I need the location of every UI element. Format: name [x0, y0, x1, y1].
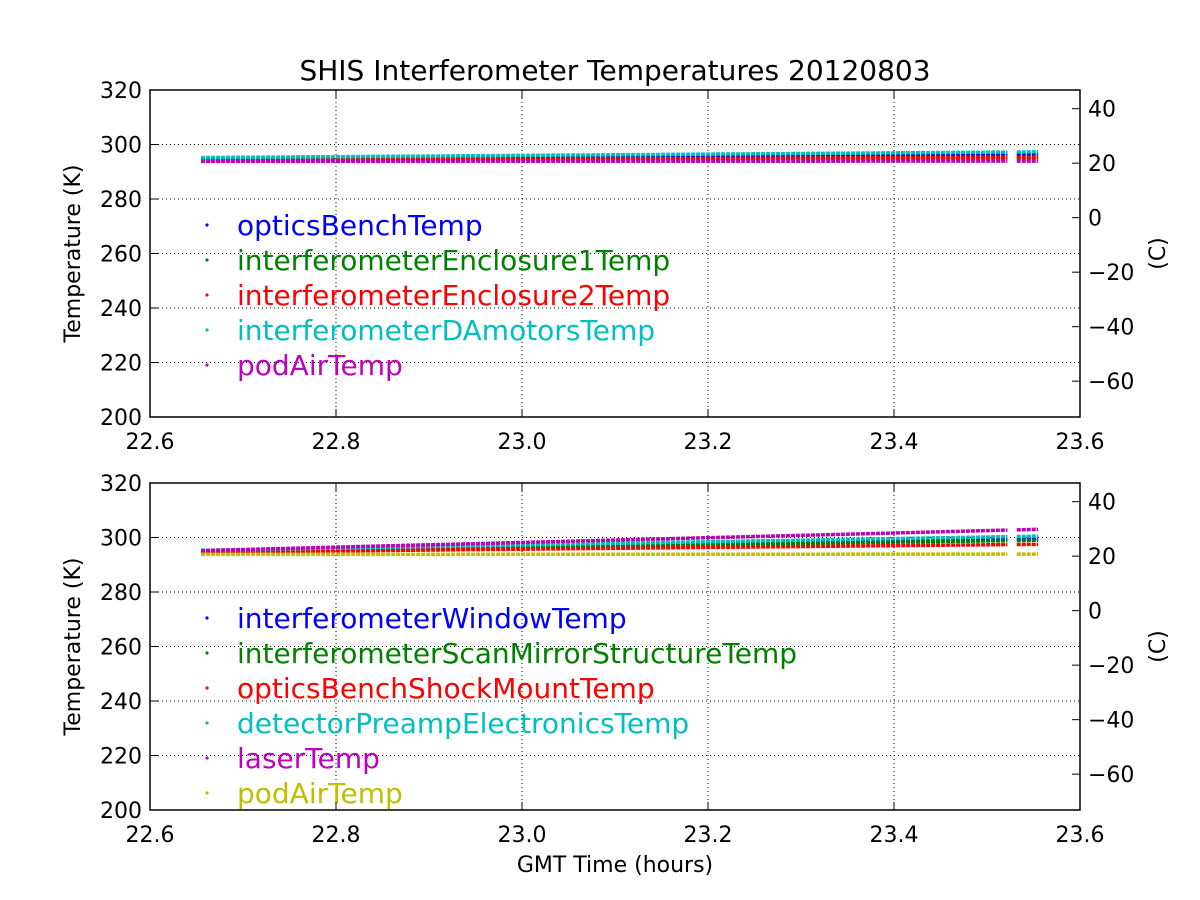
legend-label: interferometerEnclosure1Temp	[237, 244, 670, 277]
x-tick-label: 22.8	[312, 823, 361, 848]
y-tick-label: 280	[100, 581, 142, 606]
legend-label: interferometerEnclosure2Temp	[237, 279, 670, 312]
y2-tick-label: 20	[1088, 545, 1116, 570]
legend-label: interferometerWindowTemp	[237, 602, 627, 635]
data-series-interferometerScanMirrorStructureTemp	[201, 538, 1008, 554]
legend-marker	[205, 223, 209, 227]
data-series-interferometerEnclosure2Temp	[201, 155, 1008, 163]
y-tick-label: 220	[100, 352, 142, 377]
legend-label: podAirTemp	[237, 349, 403, 382]
y-tick-label: 240	[100, 297, 142, 322]
y-tick-label: 320	[100, 472, 142, 497]
data-series-laserTemp	[1016, 527, 1039, 532]
legend-marker	[205, 363, 209, 367]
data-series-laserTemp	[201, 528, 1008, 553]
y2-tick-label: −40	[1088, 316, 1134, 341]
legend-label: opticsBenchShockMountTemp	[237, 672, 655, 705]
y2-tick-label: −60	[1088, 763, 1134, 788]
x-tick-label: 22.6	[126, 430, 175, 455]
y2-tick-label: 0	[1088, 600, 1102, 625]
chart-title: SHIS Interferometer Temperatures 2012080…	[299, 54, 930, 87]
y-tick-label: 260	[100, 243, 142, 268]
x-tick-label: 23.6	[1056, 823, 1105, 848]
data-series-detectorPreampElectronicsTemp	[201, 534, 1008, 553]
x-tick-label: 23.0	[498, 430, 547, 455]
legend-label: podAirTemp	[237, 777, 403, 810]
legend-marker	[205, 258, 209, 262]
legend-label: opticsBenchTemp	[237, 209, 483, 242]
y-tick-label: 200	[100, 799, 142, 824]
legend-marker	[205, 293, 209, 297]
legend-label: detectorPreampElectronicsTemp	[237, 707, 689, 740]
y-tick-label: 300	[100, 527, 142, 552]
y2-tick-label: −40	[1088, 709, 1134, 734]
legend-label: interferometerDAmotorsTemp	[237, 314, 655, 347]
legend: opticsBenchTempinterferometerEnclosure1T…	[205, 209, 670, 382]
y-tick-label: 260	[100, 636, 142, 661]
x-tick-label: 23.4	[870, 823, 919, 848]
x-tick-label: 23.0	[498, 823, 547, 848]
x-tick-label: 23.6	[1056, 430, 1105, 455]
legend-marker	[205, 791, 209, 795]
legend-marker	[205, 686, 209, 690]
legend-marker	[205, 756, 209, 760]
y2-axis-label: (C)	[1146, 630, 1171, 663]
legend-label: interferometerScanMirrorStructureTemp	[237, 637, 797, 670]
y2-tick-label: −60	[1088, 370, 1134, 395]
x-tick-label: 22.8	[312, 430, 361, 455]
y-axis-label: Temperature (K)	[61, 558, 86, 737]
y-tick-label: 200	[100, 406, 142, 431]
subplot-1: opticsBenchTempinterferometerEnclosure1T…	[61, 79, 1171, 455]
y2-tick-label: 40	[1088, 491, 1116, 516]
y-tick-label: 320	[100, 79, 142, 104]
subplot-2: interferometerWindowTempinterferometerSc…	[61, 472, 1171, 878]
y2-axis-label: (C)	[1146, 237, 1171, 270]
y-axis-label: Temperature (K)	[61, 165, 86, 344]
y-tick-label: 300	[100, 134, 142, 159]
legend-marker	[205, 721, 209, 725]
x-tick-label: 23.4	[870, 430, 919, 455]
y2-tick-label: −20	[1088, 654, 1134, 679]
y-tick-label: 240	[100, 690, 142, 715]
x-tick-label: 23.2	[684, 430, 733, 455]
y-tick-label: 280	[100, 188, 142, 213]
data-series-opticsBenchShockMountTemp	[201, 542, 1008, 554]
x-tick-label: 23.2	[684, 823, 733, 848]
y2-tick-label: 0	[1088, 207, 1102, 232]
x-tick-label: 22.6	[126, 823, 175, 848]
legend-marker	[205, 651, 209, 655]
data-series-opticsBenchTemp	[201, 152, 1008, 161]
legend-marker	[205, 328, 209, 332]
y2-tick-label: −20	[1088, 261, 1134, 286]
y-tick-label: 220	[100, 745, 142, 770]
legend: interferometerWindowTempinterferometerSc…	[205, 602, 797, 810]
y2-tick-label: 40	[1088, 98, 1116, 123]
data-series-interferometerDAmotorsTemp	[201, 150, 1008, 160]
legend-label: laserTemp	[237, 742, 380, 775]
y2-tick-label: 20	[1088, 152, 1116, 177]
x-axis-label: GMT Time (hours)	[517, 853, 713, 878]
legend-marker	[205, 616, 209, 620]
